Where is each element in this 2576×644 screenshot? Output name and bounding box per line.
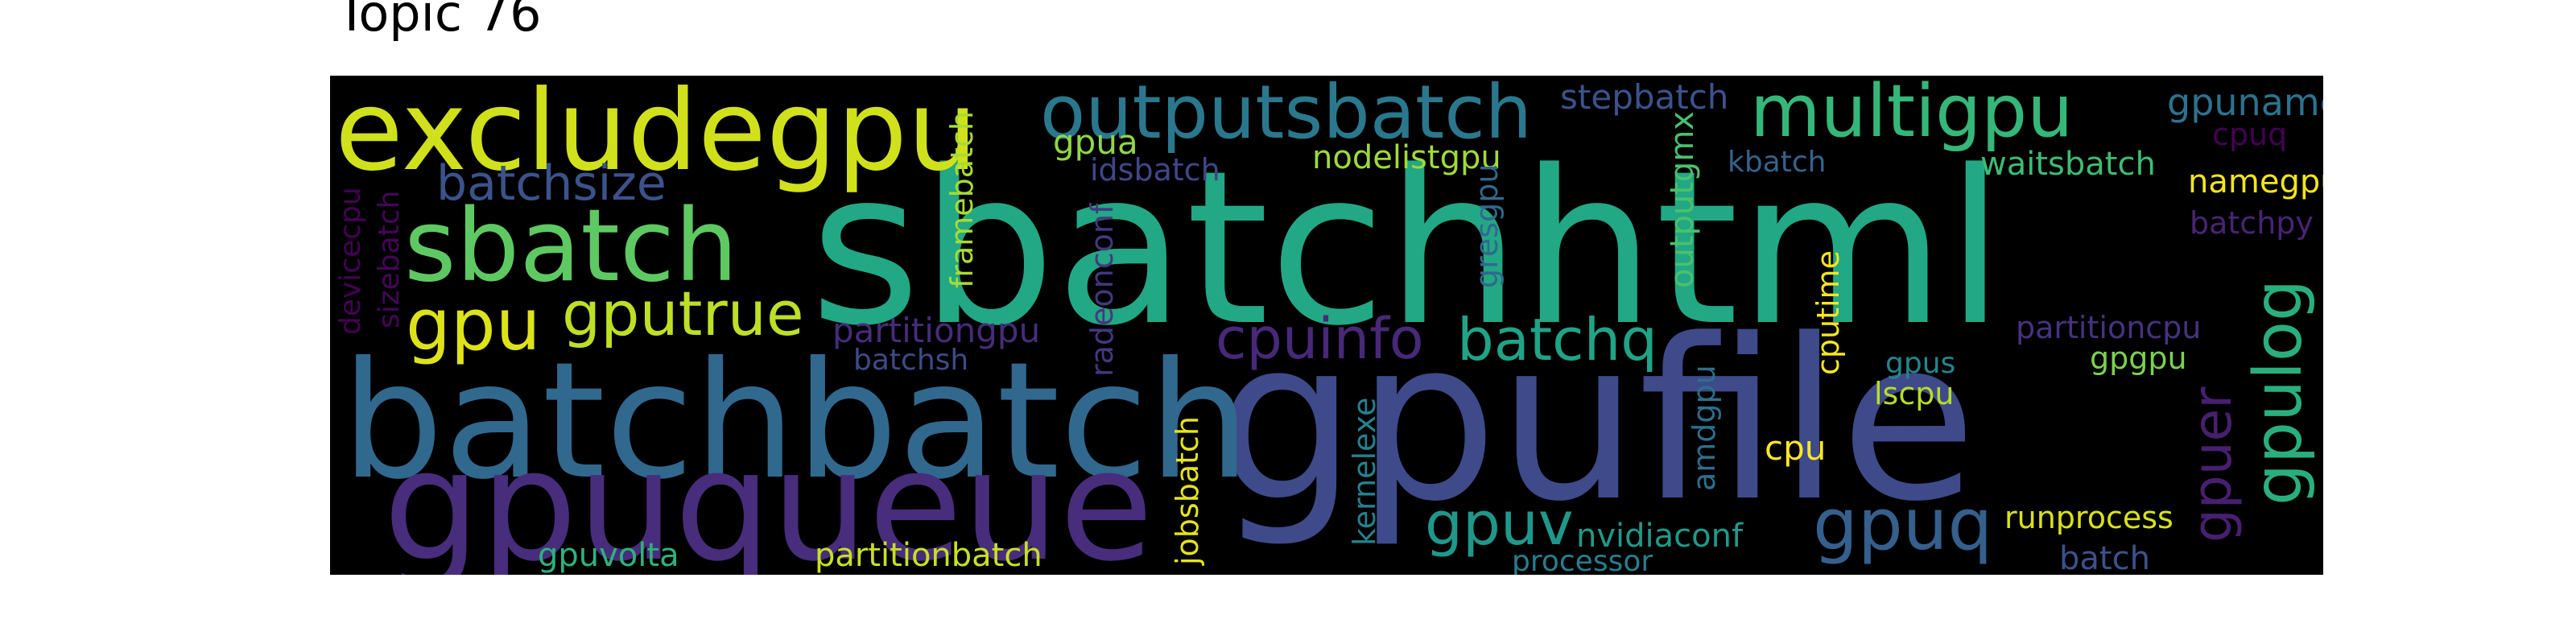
word-nodelistgpu: nodelistgpu [1312, 139, 1501, 176]
word-excludegpu: excludegpu [335, 76, 978, 196]
word-multigpu: multigpu [1750, 76, 2074, 154]
word-kernelexe: kernelexe [1347, 397, 1382, 546]
word-batchq: batchq [1457, 306, 1657, 374]
word-sizebatch: sizebatch [373, 190, 406, 328]
word-gpuname: gpuname [2167, 80, 2323, 124]
word-cpu: cpu [1765, 428, 1827, 468]
word-batch: batch [2059, 540, 2150, 575]
word-cloud: sbatchhtml gpufile batchbatch gpuqueue e… [330, 76, 2323, 575]
plot-title: Topic 76 [336, 0, 542, 43]
word-framebatch: framebatch [944, 111, 980, 288]
word-runprocess: runprocess [2004, 500, 2174, 535]
word-amdgpu: amdgpu [1686, 365, 1722, 491]
word-batchsh: batchsh [853, 344, 969, 377]
word-cpuinfo: cpuinfo [1216, 306, 1424, 372]
word-gpgpu: gpgpu [2090, 341, 2187, 376]
word-gpuv: gpuv [1425, 489, 1574, 559]
word-jobsbatch: jobsbatch [1170, 415, 1205, 565]
word-batchbatch: batchbatch [341, 328, 1251, 515]
word-partitiongpu: partitiongpu [832, 311, 1041, 350]
word-lscpu: lscpu [1874, 376, 1955, 411]
word-sbatch: sbatch [404, 188, 738, 304]
word-cputime: cputime [1810, 250, 1846, 375]
word-sbatchhtml: sbatchhtml [810, 126, 2005, 373]
word-gpua: gpua [1053, 122, 1138, 162]
word-nvidiaconf: nvidiaconf [1576, 518, 1744, 555]
word-idsbatch: idsbatch [1090, 152, 1220, 188]
word-outputsbatch: outputsbatch [1040, 76, 1533, 155]
word-gresgpu: gresgpu [1469, 163, 1505, 288]
word-gpuq: gpuq [1813, 483, 1993, 566]
word-gpuer: gpuer [2182, 386, 2244, 543]
word-partitioncpu: partitioncpu [2016, 310, 2202, 345]
word-devicecpu: devicecpu [334, 187, 367, 335]
word-batchpy: batchpy [2190, 205, 2314, 241]
word-outputgmx: outputgmx [1664, 111, 1701, 288]
word-gpu: gpu [406, 283, 541, 366]
word-processor: processor [1512, 545, 1653, 576]
word-gpulog: gpulog [2240, 279, 2317, 506]
word-partitionbatch: partitionbatch [815, 537, 1042, 574]
word-stepbatch: stepbatch [1560, 77, 1729, 117]
word-gpufile: gpufile [1216, 292, 1977, 551]
word-batchsize: batchsize [436, 155, 667, 212]
word-cpuq: cpuq [2212, 117, 2288, 152]
word-gpuqueue: gpuqueue [383, 417, 1154, 576]
word-waitsbatch: waitsbatch [1980, 146, 2156, 183]
word-namegpu: namegpu [2188, 163, 2323, 200]
word-radeonconf: radeonconf [1084, 203, 1120, 377]
word-kbatch: kbatch [1728, 146, 1827, 179]
word-gpuvolta: gpuvolta [538, 537, 679, 574]
word-gputrue: gputrue [562, 278, 804, 349]
word-gpus: gpus [1885, 347, 1956, 380]
